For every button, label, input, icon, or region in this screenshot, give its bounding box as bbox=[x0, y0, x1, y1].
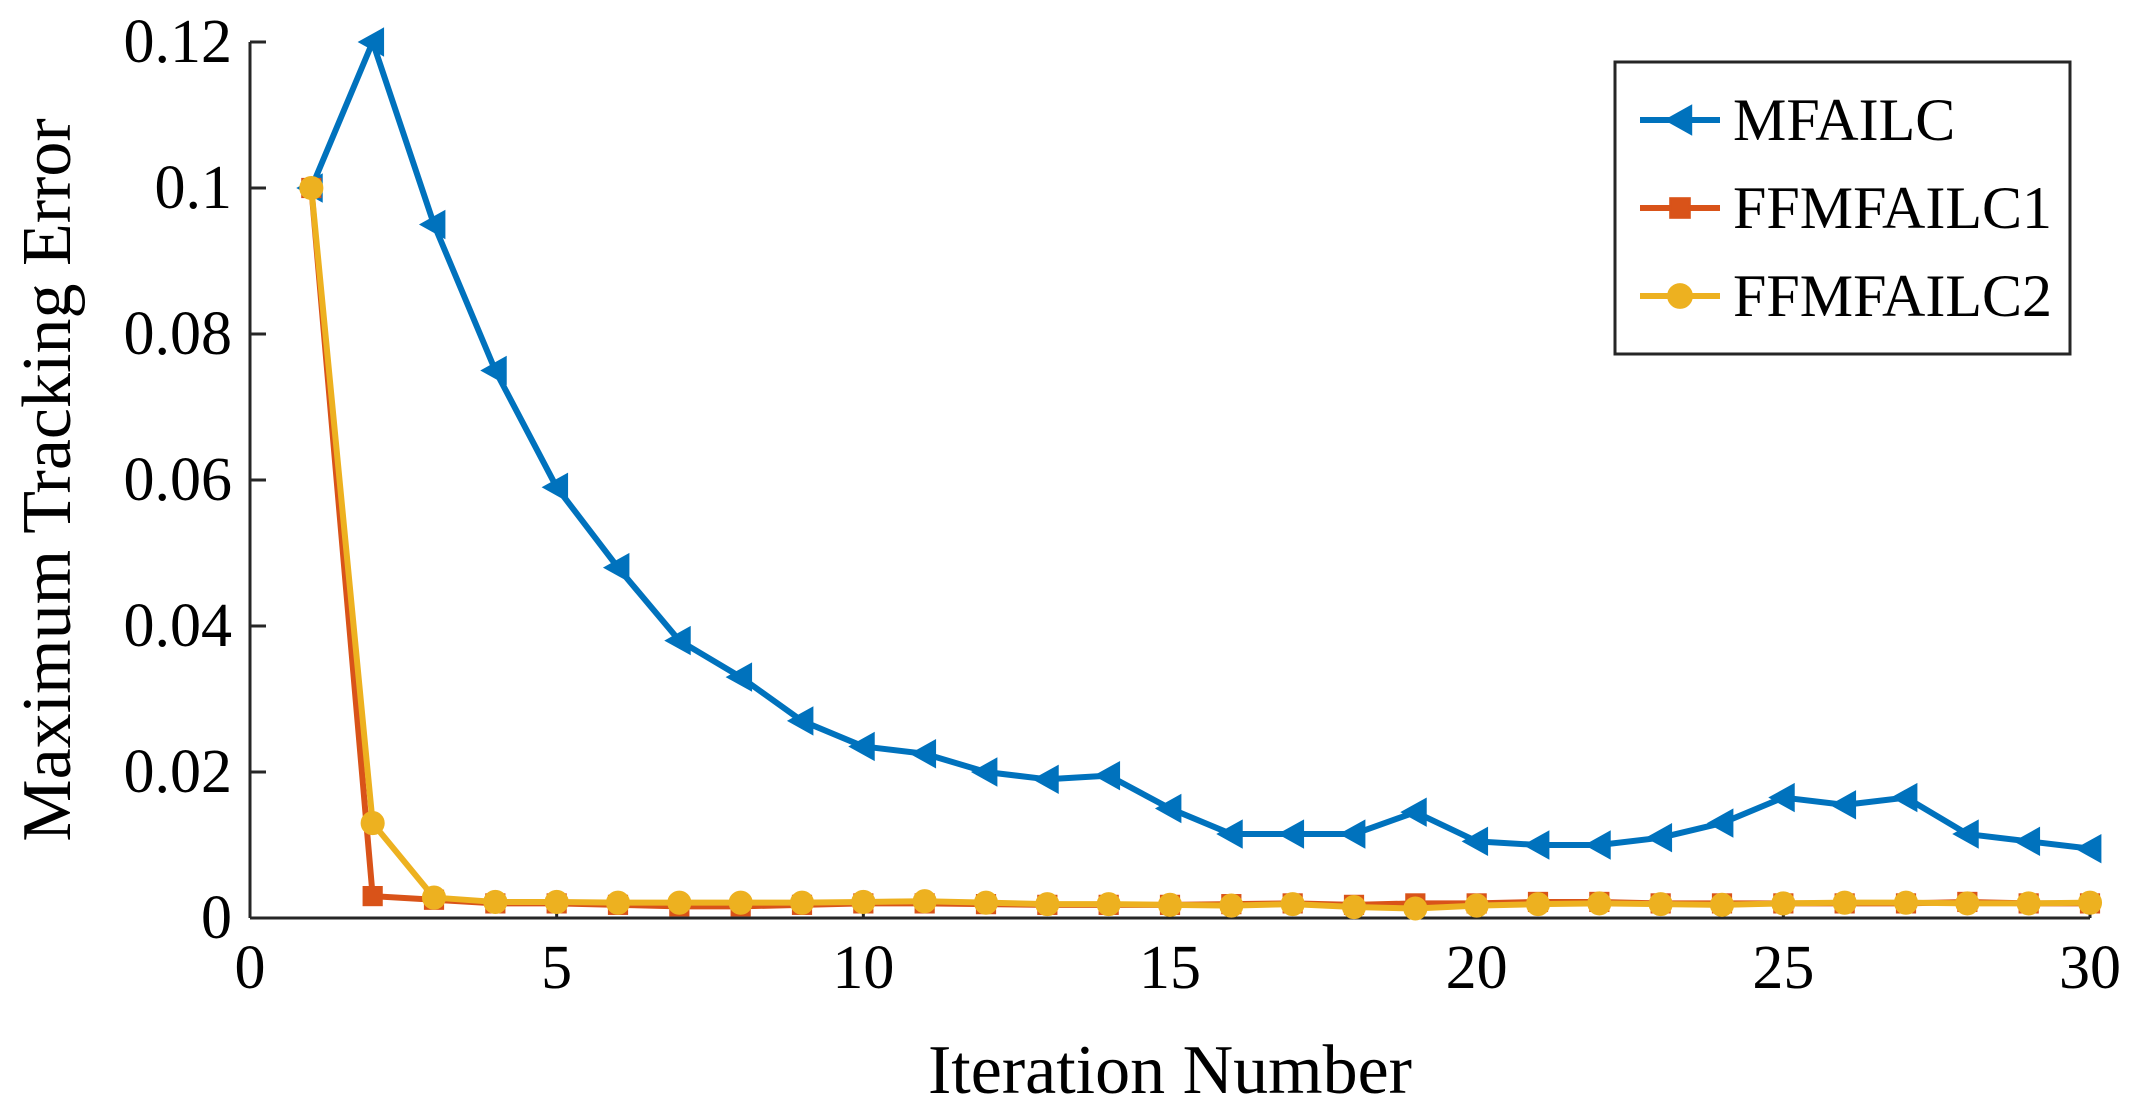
data-point-mfailc bbox=[848, 731, 875, 762]
x-tick-label: 15 bbox=[1139, 934, 1201, 1002]
legend-marker-ffmfailc1 bbox=[1669, 197, 1691, 219]
x-axis-title: Iteration Number bbox=[928, 1032, 1412, 1109]
y-tick-label: 0.08 bbox=[124, 300, 233, 368]
data-point-ffmfailc2 bbox=[851, 889, 876, 914]
data-point-ffmfailc2 bbox=[1219, 893, 1244, 918]
y-tick-label: 0.12 bbox=[124, 8, 233, 76]
data-point-mfailc bbox=[480, 355, 507, 386]
data-point-mfailc bbox=[1032, 764, 1059, 794]
data-point-mfailc bbox=[418, 209, 446, 240]
y-tick-label: 0.02 bbox=[124, 738, 233, 806]
data-point-mfailc bbox=[1093, 760, 1121, 791]
y-tick-label: 0.04 bbox=[124, 592, 233, 660]
x-tick-label: 10 bbox=[832, 934, 894, 1002]
data-point-mfailc bbox=[970, 757, 998, 787]
data-point-ffmfailc2 bbox=[1157, 892, 1183, 917]
data-point-ffmfailc2 bbox=[1280, 892, 1305, 917]
data-point-ffmfailc2 bbox=[1341, 895, 1367, 920]
y-axis-title: Maximum Tracking Error bbox=[9, 118, 86, 841]
data-point-mfailc bbox=[664, 625, 691, 656]
data-point-mfailc bbox=[602, 552, 630, 583]
data-point-mfailc bbox=[1216, 819, 1243, 849]
data-point-mfailc bbox=[1584, 830, 1611, 860]
data-point-ffmfailc2 bbox=[2077, 890, 2103, 915]
data-point-ffmfailc2 bbox=[2016, 891, 2041, 916]
data-point-mfailc bbox=[1277, 819, 1305, 849]
legend-marker-ffmfailc2 bbox=[1667, 283, 1693, 309]
data-point-mfailc bbox=[2074, 833, 2102, 864]
data-point-ffmfailc2 bbox=[421, 885, 447, 910]
data-point-ffmfailc2 bbox=[1403, 896, 1428, 921]
x-tick-label: 25 bbox=[1752, 934, 1814, 1002]
data-point-ffmfailc2 bbox=[1771, 891, 1796, 916]
legend-label-ffmfailc1: FFMFAILC1 bbox=[1733, 175, 2052, 241]
data-point-ffmfailc2 bbox=[605, 890, 631, 915]
data-point-ffmfailc2 bbox=[789, 890, 815, 915]
tick-labels: 0 5 10 15 20 25 30 0 0.02 0.04 0.06 0.08 0.1 0.12 bbox=[124, 8, 2122, 1002]
data-point-mfailc bbox=[1952, 819, 1979, 849]
data-point-ffmfailc2 bbox=[667, 890, 692, 915]
data-point-mfailc bbox=[909, 739, 937, 769]
data-point-mfailc bbox=[1829, 790, 1857, 820]
data-point-ffmfailc2 bbox=[1464, 893, 1489, 918]
y-tick-label: 0.06 bbox=[124, 446, 233, 514]
data-point-mfailc bbox=[786, 706, 814, 736]
x-tick-label: 5 bbox=[541, 934, 572, 1002]
data-point-mfailc bbox=[1706, 808, 1734, 838]
data-point-mfailc bbox=[725, 662, 753, 692]
y-tick-label: 0 bbox=[201, 884, 232, 952]
data-point-mfailc bbox=[357, 27, 385, 57]
series-mfailc bbox=[296, 27, 2102, 864]
data-point-ffmfailc2 bbox=[1525, 892, 1551, 917]
legend: MFAILC FFMFAILC1 FFMFAILC2 bbox=[1613, 60, 2072, 356]
data-point-mfailc bbox=[1645, 823, 1673, 853]
data-point-ffmfailc2 bbox=[728, 890, 753, 915]
data-point-ffmfailc2 bbox=[1096, 892, 1121, 917]
data-point-ffmfailc2 bbox=[1955, 891, 1980, 916]
data-point-ffmfailc2 bbox=[1832, 890, 1857, 915]
data-point-ffmfailc2 bbox=[1893, 890, 1919, 915]
data-point-mfailc bbox=[1890, 782, 1918, 813]
data-point-mfailc bbox=[541, 472, 569, 502]
data-point-ffmfailc2 bbox=[1587, 891, 1612, 916]
legend-label-mfailc: MFAILC bbox=[1733, 87, 1955, 153]
legend-label-ffmfailc2: FFMFAILC2 bbox=[1733, 263, 2052, 329]
data-point-ffmfailc2 bbox=[360, 811, 385, 836]
data-point-ffmfailc2 bbox=[1648, 892, 1673, 917]
data-point-ffmfailc2 bbox=[973, 890, 999, 915]
data-point-ffmfailc2 bbox=[912, 889, 937, 914]
x-tick-label: 20 bbox=[1446, 934, 1508, 1002]
series-ffmfailc2 bbox=[299, 175, 2103, 921]
data-point-ffmfailc2 bbox=[299, 175, 324, 201]
data-point-mfailc bbox=[1154, 793, 1182, 824]
axes bbox=[248, 40, 2092, 920]
data-point-mfailc bbox=[1338, 819, 1366, 849]
data-point-ffmfailc2 bbox=[1709, 892, 1735, 917]
data-point-mfailc bbox=[1768, 782, 1795, 813]
x-tick-label: 30 bbox=[2059, 934, 2121, 1002]
x-tick-label: 0 bbox=[235, 934, 266, 1002]
data-point-ffmfailc2 bbox=[544, 889, 569, 914]
data-point-ffmfailc2 bbox=[483, 889, 508, 914]
data-point-ffmfailc2 bbox=[1035, 892, 1060, 917]
data-point-mfailc bbox=[1461, 826, 1489, 857]
data-point-mfailc bbox=[1400, 797, 1427, 827]
data-point-mfailc bbox=[1522, 830, 1550, 860]
series-group bbox=[296, 27, 2103, 921]
y-tick-label: 0.1 bbox=[155, 154, 233, 222]
data-point-mfailc bbox=[2013, 826, 2041, 857]
data-point-ffmfailc1 bbox=[362, 886, 383, 907]
legend-marker-mfailc bbox=[1663, 104, 1693, 136]
